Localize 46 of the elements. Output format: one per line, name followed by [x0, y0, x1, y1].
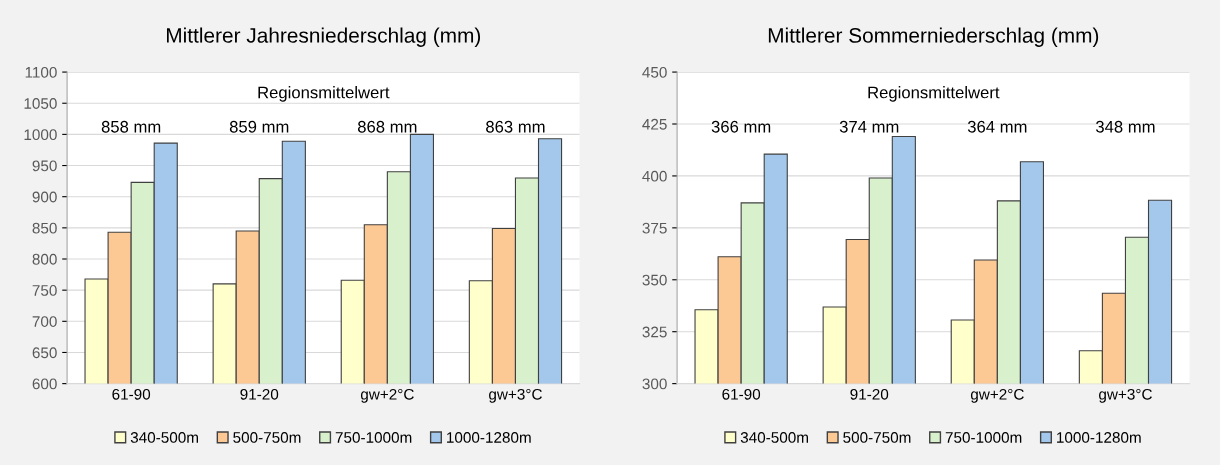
legend-label: 340-500m [740, 432, 808, 443]
annotation: 348 mm [1095, 120, 1155, 133]
legend-label: 750-1000m [335, 432, 412, 443]
y-tick-label: 700 [32, 316, 57, 327]
chart-title: Mittlerer Jahresniederschlag (mm) [166, 27, 481, 47]
annotation: Regionsmittelwert [868, 86, 1000, 102]
y-tick-label: 350 [642, 274, 667, 286]
y-tick-label: 450 [642, 66, 667, 78]
y-tick-label: 325 [642, 326, 667, 338]
x-tick-label: gw+2°C [360, 388, 414, 403]
x-tick-label: 61-90 [722, 388, 761, 400]
x-tick-label: gw+2°C [970, 388, 1024, 403]
annotation: 374 mm [839, 120, 899, 133]
annotation: 858 mm [101, 120, 161, 133]
annotation: 366 mm [711, 120, 771, 133]
x-tick-label: 91-20 [850, 388, 889, 400]
annotation: 859 mm [229, 120, 289, 133]
y-tick-label: 650 [32, 347, 57, 359]
y-tick-label: 425 [642, 118, 667, 130]
y-tick-label: 750 [32, 285, 57, 296]
legend-label: 750-1000m [945, 432, 1022, 443]
y-tick-label: 375 [642, 222, 667, 234]
legend-label: 1000-1280m [447, 432, 531, 443]
annotation: 868 mm [357, 120, 417, 133]
x-tick-label: 91-20 [240, 388, 279, 400]
y-tick-label: 1100 [25, 66, 57, 78]
legend-label: 500-750m [233, 432, 301, 443]
annotation: 863 mm [486, 120, 545, 133]
y-tick-label: 600 [32, 378, 57, 390]
y-tick-label: 900 [32, 191, 57, 203]
x-tick-label: gw+3°C [1099, 388, 1152, 403]
y-tick-label: 1050 [24, 98, 57, 109]
y-tick-label: 400 [642, 170, 667, 182]
legend-label: 1000-1280m [1057, 432, 1141, 443]
chart-title: Mittlerer Sommerniederschlag (mm) [768, 27, 1099, 47]
annotation: 364 mm [967, 120, 1027, 133]
annotation: Regionsmittelwert [258, 86, 390, 102]
legend-label: 340-500m [130, 432, 198, 443]
legend-label: 500-750m [843, 432, 911, 443]
x-tick-label: 61-90 [112, 388, 151, 400]
x-tick-label: gw+3°C [489, 388, 542, 403]
y-tick-label: 850 [32, 222, 57, 234]
y-tick-label: 300 [642, 378, 667, 390]
y-tick-label: 800 [32, 253, 57, 265]
y-tick-label: 1000 [24, 129, 57, 141]
y-tick-label: 950 [32, 160, 57, 172]
